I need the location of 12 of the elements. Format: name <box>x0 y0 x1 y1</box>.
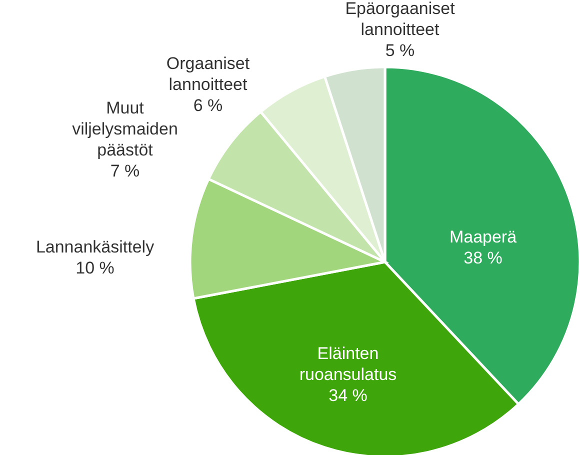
data-label: 38 % <box>464 248 502 268</box>
data-label: 6 % <box>193 96 223 115</box>
slice-label: Maaperä <box>449 228 518 246</box>
slice-label: Epäorgaaniset lannoitteet <box>345 0 456 39</box>
data-label: 5 % <box>385 41 415 60</box>
slice-label: Orgaaniset lannoitteet <box>166 54 250 94</box>
data-label: 10 % <box>76 258 114 278</box>
slice-label: Muut viljelysmaiden päästöt <box>72 98 178 160</box>
data-label: 34 % <box>328 386 368 405</box>
slice-label: Eläinten ruoansulatus <box>299 344 397 384</box>
data-label: 7 % <box>110 162 140 180</box>
slice-label: Lannankäsittely <box>36 238 155 256</box>
